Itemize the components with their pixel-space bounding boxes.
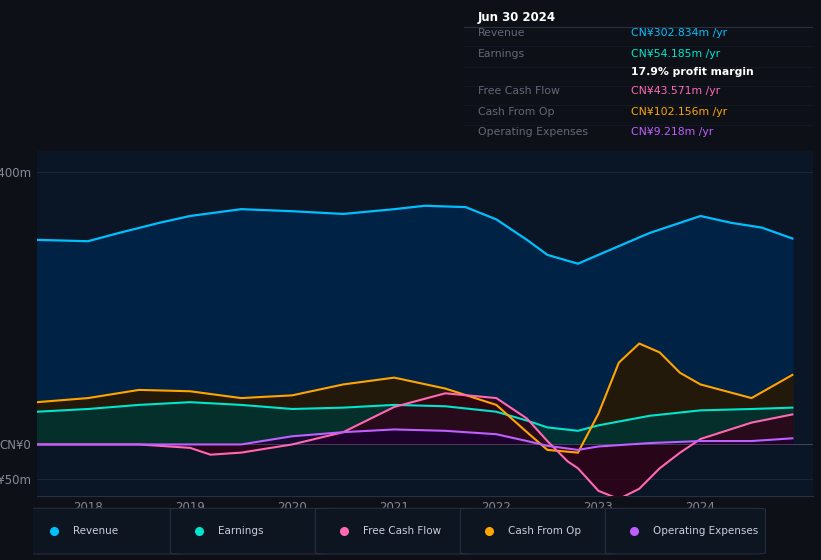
Text: CN¥102.156m /yr: CN¥102.156m /yr xyxy=(631,107,727,117)
Text: Operating Expenses: Operating Expenses xyxy=(653,526,759,535)
Text: CN¥9.218m /yr: CN¥9.218m /yr xyxy=(631,127,713,137)
Text: CN¥302.834m /yr: CN¥302.834m /yr xyxy=(631,28,727,38)
Text: Revenue: Revenue xyxy=(73,526,118,535)
Text: Free Cash Flow: Free Cash Flow xyxy=(363,526,441,535)
Text: 17.9% profit margin: 17.9% profit margin xyxy=(631,68,754,77)
Text: Cash From Op: Cash From Op xyxy=(508,526,581,535)
Text: Cash From Op: Cash From Op xyxy=(478,107,554,117)
Text: Jun 30 2024: Jun 30 2024 xyxy=(478,11,556,25)
Text: CN¥43.571m /yr: CN¥43.571m /yr xyxy=(631,86,721,96)
FancyBboxPatch shape xyxy=(315,508,475,554)
FancyBboxPatch shape xyxy=(170,508,330,554)
Text: Revenue: Revenue xyxy=(478,28,525,38)
Text: Earnings: Earnings xyxy=(478,49,525,59)
FancyBboxPatch shape xyxy=(461,508,621,554)
Text: CN¥54.185m /yr: CN¥54.185m /yr xyxy=(631,49,721,59)
Text: Free Cash Flow: Free Cash Flow xyxy=(478,86,560,96)
Text: Operating Expenses: Operating Expenses xyxy=(478,127,588,137)
Text: Earnings: Earnings xyxy=(218,526,264,535)
FancyBboxPatch shape xyxy=(25,508,186,554)
FancyBboxPatch shape xyxy=(605,508,765,554)
